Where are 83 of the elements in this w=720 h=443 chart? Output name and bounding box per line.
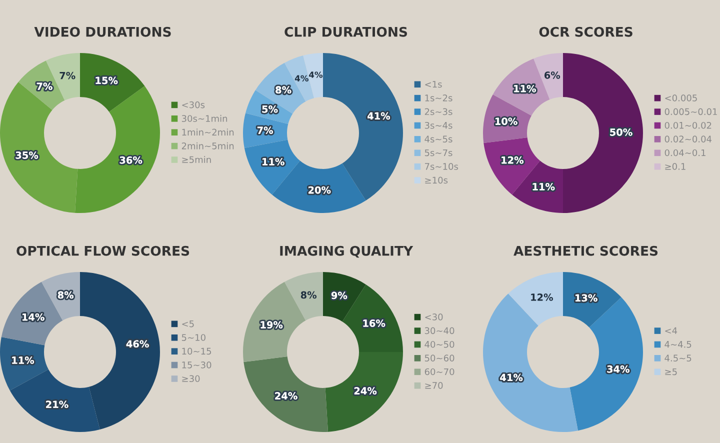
data-label: 21%: [46, 400, 68, 408]
legend-label: 5s~7s: [424, 149, 452, 156]
data-label: 41%: [500, 374, 523, 382]
legend-label: 0.04~0.1: [664, 149, 706, 156]
legend-label: 60~70: [424, 368, 454, 376]
data-label: 5%: [262, 105, 278, 113]
data-label: 41%: [368, 112, 390, 120]
data-label: 34%: [607, 365, 630, 373]
data-label: 16%: [363, 320, 386, 327]
chart-title: OPTICAL FLOW SCORES: [16, 246, 190, 256]
data-label: 12%: [502, 156, 524, 164]
legend-label: <30: [425, 314, 443, 320]
data-label: 46%: [126, 340, 149, 348]
donut-slice: [10, 369, 100, 432]
data-label: 8%: [58, 291, 74, 299]
data-label: 36%: [120, 156, 142, 164]
donut-slice: [508, 272, 563, 326]
data-label: 8%: [276, 86, 292, 94]
donut-slice: [80, 272, 160, 430]
data-label: 24%: [354, 387, 377, 395]
legend-label: 1s~2s: [425, 94, 452, 102]
legend-label: ≥30: [182, 375, 200, 382]
data-label: 15%: [96, 76, 118, 84]
data-label: 4%: [294, 75, 308, 82]
data-label: 11%: [514, 84, 536, 92]
legend-label: 4s~5s: [424, 136, 452, 142]
data-label: 4%: [309, 72, 323, 78]
legend-label: ≥10s: [425, 176, 448, 184]
data-label: 20%: [308, 186, 331, 194]
legend-label: <4: [665, 327, 678, 334]
data-label: 6%: [544, 71, 560, 79]
legend-label: ≥0.1: [665, 163, 686, 170]
legend-label: ≥5: [665, 368, 677, 376]
chart-title: AESTHETIC SCORES: [514, 246, 658, 256]
legend-label: 0.01~0.02: [664, 122, 712, 129]
legend-label: ≥5min: [182, 156, 211, 164]
data-label: 35%: [16, 152, 38, 159]
legend-label: <30s: [182, 101, 205, 108]
data-label: 13%: [575, 294, 598, 302]
data-label: 11%: [262, 158, 284, 166]
chart-title: VIDEO DURATIONS: [34, 26, 171, 37]
legend-label: 0.005~0.01: [664, 108, 717, 116]
legend-label: 0.02~0.04: [664, 136, 712, 142]
legend-label: 1min~2min: [182, 128, 234, 136]
legend-label: 15~30: [182, 361, 212, 368]
legend-label: 4~4.5: [664, 341, 692, 348]
data-label: 19%: [260, 321, 283, 328]
legend-label: ≥70: [425, 382, 443, 389]
legend-label: 50~60: [424, 354, 454, 362]
chart-title: OCR SCORES: [539, 26, 632, 37]
data-label: 14%: [22, 313, 44, 321]
data-label: 11%: [532, 183, 555, 190]
legend-label: <0.005: [665, 94, 697, 102]
legend-label: 10~15: [182, 348, 212, 355]
data-label: 7%: [257, 126, 273, 134]
data-label: 7%: [36, 82, 52, 90]
legend-label: 40~50: [424, 340, 454, 348]
donut-slice: [0, 82, 78, 213]
chart-title: CLIP DURATIONS: [284, 26, 408, 37]
donut-slice: [80, 53, 145, 112]
data-label: 24%: [275, 392, 298, 400]
donut-slice: [244, 356, 328, 432]
legend-label: 30~40: [424, 327, 454, 334]
donut-slice: [284, 272, 323, 320]
data-label: 50%: [610, 128, 632, 136]
chart-title: IMAGING QUALITY: [280, 246, 414, 258]
legend-label: 4.5~5: [664, 354, 692, 362]
legend-label: 30s~1min: [182, 114, 228, 122]
legend-label: <5: [182, 320, 194, 328]
data-label: 9%: [331, 292, 348, 300]
data-label: 8%: [300, 291, 317, 299]
data-label: 12%: [531, 294, 553, 301]
legend-label: <1s: [425, 80, 442, 88]
donut-slice: [74, 86, 160, 213]
legend-label: 3s~4s: [424, 122, 452, 129]
data-label: 10%: [495, 118, 518, 125]
donut-slice: [563, 53, 643, 213]
legend-label: 5~10: [182, 334, 206, 341]
legend-label: 2min~5min: [182, 142, 234, 150]
legend-label: 2s~3s: [424, 108, 452, 116]
data-label: 11%: [12, 356, 34, 364]
legend-label: 7s~10s: [424, 163, 458, 170]
data-label: 7%: [60, 72, 76, 80]
